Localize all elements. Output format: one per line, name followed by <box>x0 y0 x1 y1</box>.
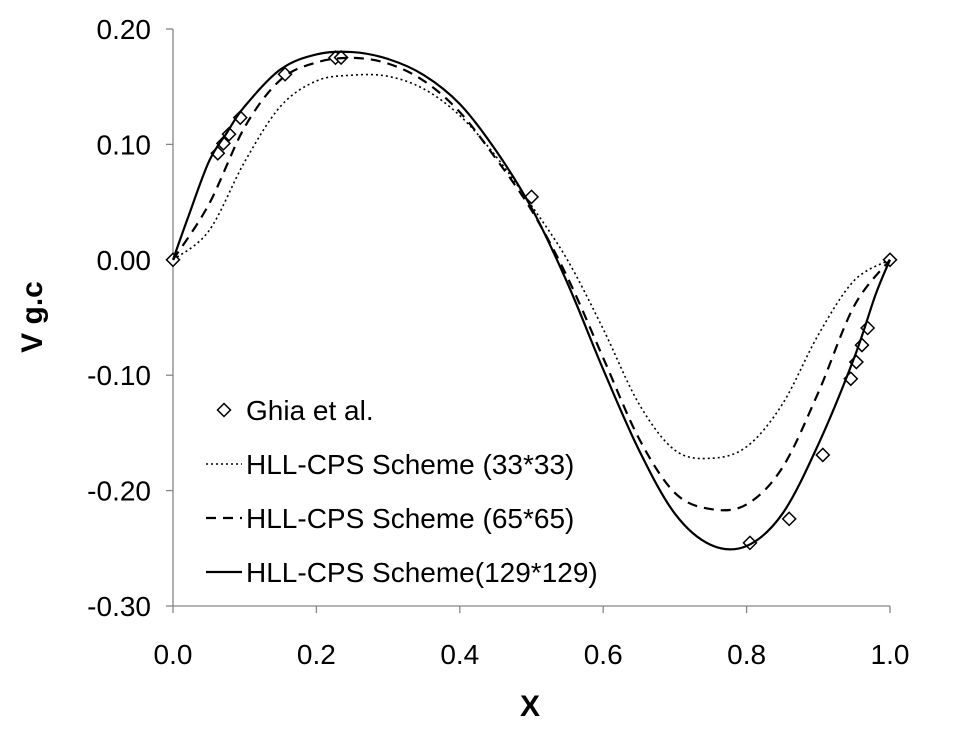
x-axis-title: X <box>520 690 540 723</box>
legend: Ghia et al. HLL-CPS Scheme (33*33) HLL-CPS… <box>206 395 598 588</box>
data-point-marker <box>781 511 797 527</box>
y-tick-label: -0.20 <box>87 476 151 507</box>
legend-label: HLL-CPS Scheme (33*33) <box>246 449 574 480</box>
y-tick-label: 0.10 <box>97 129 152 160</box>
y-axis-title: V g.c <box>16 281 49 353</box>
series-layer <box>165 49 898 551</box>
legend-label: HLL-CPS Scheme (65*65) <box>246 503 574 534</box>
x-tick-label: 0.0 <box>154 639 193 670</box>
legend-label: Ghia et al. <box>246 395 374 426</box>
y-tick-label: 0.00 <box>97 245 152 276</box>
series-line-hll-cps-scheme-65-65 <box>172 56 891 512</box>
x-tick-label: 0.8 <box>727 639 766 670</box>
legend-marker-diamond <box>216 402 232 418</box>
data-point-marker <box>815 447 831 463</box>
series-line-hll-cps-scheme-33-33 <box>172 73 891 460</box>
x-tick-label: 0.2 <box>297 639 336 670</box>
axes: 0.20 0.10 0.00 -0.10 -0.20 -0.300.0 0.2 0.4 0.6 0… <box>87 14 909 670</box>
x-tick-label: 0.4 <box>440 639 479 670</box>
legend-label: HLL-CPS Scheme(129*129) <box>246 557 598 588</box>
series-line-hll-cps-scheme-129-129 <box>171 50 892 551</box>
y-tick-label: -0.30 <box>87 591 151 622</box>
data-point-marker <box>221 126 237 142</box>
y-tick-label: -0.10 <box>87 360 151 391</box>
y-tick-label: 0.20 <box>97 14 152 45</box>
data-point-marker <box>232 110 248 126</box>
x-tick-label: 0.6 <box>584 639 623 670</box>
data-point-marker <box>215 135 231 151</box>
x-tick-label: 1.0 <box>871 639 910 670</box>
